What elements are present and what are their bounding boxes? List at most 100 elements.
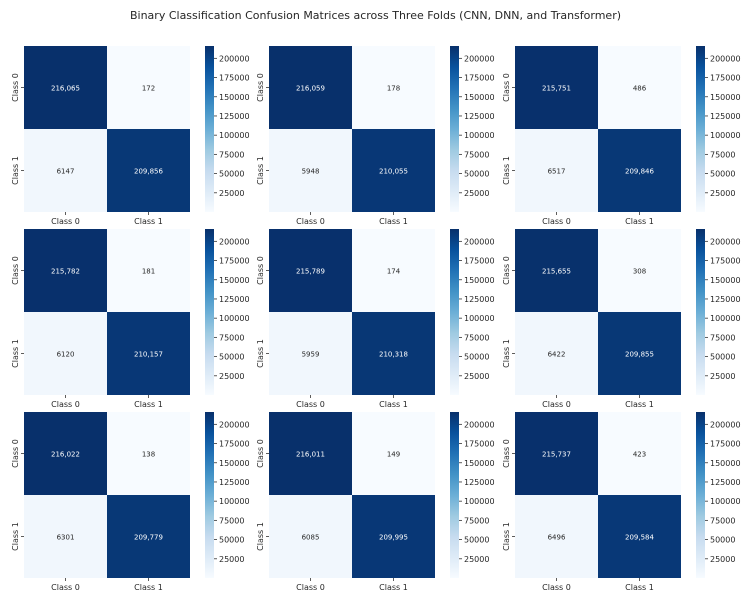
colorbar-tick-label: 150000: [219, 459, 250, 468]
y-tick-label: Class 0: [256, 73, 265, 102]
colorbar-tick-label: 200000: [710, 237, 741, 246]
colorbar-tick-label: 200000: [464, 237, 495, 246]
heatmap-cell-class0-class0: [24, 412, 107, 495]
colorbar-tick-label: 75000: [219, 516, 244, 525]
heatmap-panel-8: 216,011 149 6085 209,995 Class 0 Class 1 Class…: [256, 412, 495, 592]
heatmap-cell-class0-class1: [598, 412, 681, 495]
y-tick-label: Class 1: [502, 522, 511, 551]
colorbar-tick-label: 125000: [464, 295, 495, 304]
colorbar-tick-label: 150000: [710, 459, 741, 468]
colorbar-tick-label: 175000: [710, 74, 741, 83]
heatmap-cell-class1-class0: [24, 312, 107, 395]
colorbar-tick-label: 175000: [219, 440, 250, 449]
heatmap-cell-class0-class0: [269, 46, 352, 129]
colorbar-tick-label: 125000: [710, 295, 741, 304]
cell-value-label: 210,318: [379, 351, 408, 359]
heatmap-cell-class1-class1: [107, 312, 190, 395]
colorbar-tick-label: 100000: [710, 314, 741, 323]
x-tick-label: Class 0: [51, 583, 80, 592]
y-tick-label: Class 0: [11, 73, 20, 102]
heatmap-cell-class0-class1: [107, 229, 190, 312]
cell-value-label: 216,022: [51, 451, 80, 459]
cell-value-label: 209,855: [625, 351, 654, 359]
y-tick-label: Class 1: [11, 339, 20, 368]
heatmap-cell-class0-class0: [269, 229, 352, 312]
heatmap-cell-class1-class1: [598, 495, 681, 578]
heatmap-panel-1: 216,065 172 6147 209,856 Class 0 Class 1 Class…: [11, 46, 250, 226]
colorbar: [696, 46, 705, 212]
colorbar-tick-label: 125000: [464, 112, 495, 121]
heatmap-cell-class1-class1: [107, 495, 190, 578]
x-tick-label: Class 0: [542, 217, 571, 226]
x-tick-label: Class 1: [379, 217, 408, 226]
heatmap-panel-7: 216,022 138 6301 209,779 Class 0 Class 1 Class…: [11, 412, 250, 592]
colorbar-tick-label: 150000: [710, 93, 741, 102]
cell-value-label: 6147: [57, 168, 75, 176]
heatmap-panel-9: 215,737 423 6496 209,584 Class 0 Class 1 Class…: [502, 412, 741, 592]
heatmap-cell-class1-class0: [269, 129, 352, 212]
colorbar-tick-label: 75000: [219, 333, 244, 342]
colorbar-tick-label: 75000: [219, 150, 244, 159]
y-tick-label: Class 0: [502, 256, 511, 285]
x-tick-label: Class 1: [134, 400, 163, 409]
colorbar-tick-label: 100000: [464, 131, 495, 140]
heatmap-panel-4: 215,782 181 6120 210,157 Class 0 Class 1 Class…: [11, 229, 250, 409]
colorbar-tick-label: 150000: [464, 276, 495, 285]
cell-value-label: 6496: [548, 534, 566, 542]
cell-value-label: 209,995: [379, 534, 408, 542]
colorbar-tick-label: 175000: [464, 440, 495, 449]
y-tick-label: Class 1: [11, 156, 20, 185]
cell-value-label: 6517: [548, 168, 566, 176]
cell-value-label: 5959: [302, 351, 320, 359]
colorbar-tick-label: 50000: [710, 353, 735, 362]
colorbar-tick-label: 50000: [219, 170, 244, 179]
x-tick-label: Class 1: [134, 217, 163, 226]
x-tick-label: Class 1: [379, 400, 408, 409]
x-tick-label: Class 0: [51, 217, 80, 226]
colorbar-tick-label: 100000: [219, 497, 250, 506]
colorbar: [205, 412, 214, 578]
y-tick-label: Class 1: [502, 156, 511, 185]
colorbar-tick-label: 175000: [710, 440, 741, 449]
colorbar-tick-label: 175000: [464, 74, 495, 83]
colorbar: [696, 412, 705, 578]
cell-value-label: 6120: [57, 351, 75, 359]
heatmap-cell-class1-class0: [269, 312, 352, 395]
colorbar-tick-label: 75000: [464, 333, 489, 342]
heatmap-cell-class1-class0: [515, 495, 598, 578]
colorbar-tick-label: 25000: [464, 555, 489, 564]
cell-value-label: 216,059: [296, 85, 325, 93]
x-tick-label: Class 0: [542, 583, 571, 592]
colorbar-tick-label: 125000: [710, 112, 741, 121]
cell-value-label: 423: [633, 451, 646, 459]
cell-value-label: 181: [142, 268, 155, 276]
colorbar-tick-label: 200000: [710, 54, 741, 63]
colorbar-tick-label: 125000: [219, 478, 250, 487]
y-tick-label: Class 1: [11, 522, 20, 551]
heatmap-panel-6: 215,655 308 6422 209,855 Class 0 Class 1 Class…: [502, 229, 741, 409]
x-tick-label: Class 1: [134, 583, 163, 592]
cell-value-label: 209,584: [625, 534, 654, 542]
colorbar-tick-label: 100000: [710, 497, 741, 506]
colorbar-tick-label: 150000: [464, 93, 495, 102]
heatmap-cell-class0-class0: [515, 412, 598, 495]
heatmap-cell-class1-class1: [598, 312, 681, 395]
cell-value-label: 209,856: [134, 168, 163, 176]
colorbar-tick-label: 75000: [710, 150, 735, 159]
figure-title: Binary Classification Confusion Matrices…: [129, 9, 622, 22]
colorbar-tick-label: 100000: [464, 497, 495, 506]
colorbar-tick-label: 25000: [219, 555, 244, 564]
y-tick-label: Class 0: [256, 256, 265, 285]
colorbar: [205, 46, 214, 212]
heatmap-panel-5: 215,789 174 5959 210,318 Class 0 Class 1 Class…: [256, 229, 495, 409]
colorbar-tick-label: 50000: [464, 353, 489, 362]
colorbar-tick-label: 200000: [710, 420, 741, 429]
colorbar-tick-label: 150000: [219, 93, 250, 102]
heatmap-cell-class0-class1: [598, 46, 681, 129]
heatmap-cell-class1-class0: [515, 129, 598, 212]
colorbar-tick-label: 125000: [464, 478, 495, 487]
heatmap-cell-class0-class0: [269, 412, 352, 495]
y-tick-label: Class 0: [502, 439, 511, 468]
cell-value-label: 178: [387, 85, 400, 93]
